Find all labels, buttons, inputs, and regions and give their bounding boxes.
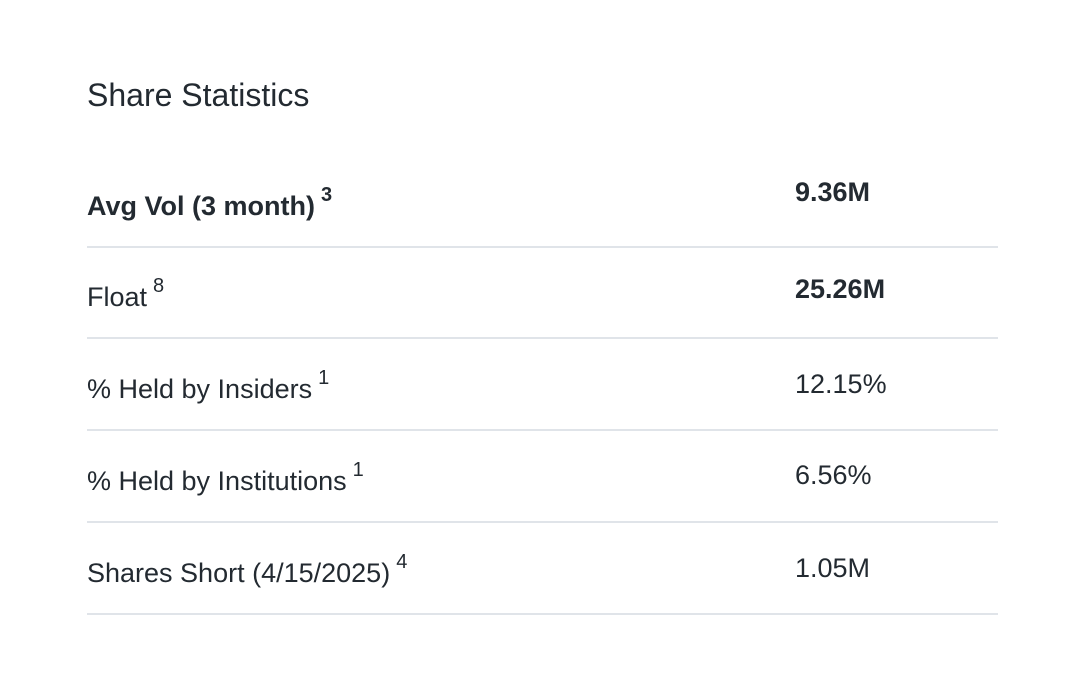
stat-row-avg-vol: Avg Vol (3 month) 3 9.36M (87, 157, 998, 248)
footnote-marker[interactable]: 4 (396, 551, 408, 573)
stat-label: % Held by Insiders 1 (87, 368, 329, 406)
footnote-marker[interactable]: 3 (320, 184, 333, 206)
label-text: % Held by Insiders (87, 374, 313, 404)
label-text: % Held by Institutions (87, 466, 347, 496)
stat-value: 12.15% (795, 369, 887, 399)
label-text: Shares Short (4/15/2025) (87, 558, 391, 588)
stat-value: 6.56% (795, 460, 872, 490)
stat-label: Avg Vol (3 month) 3 (87, 185, 332, 223)
footnote-marker[interactable]: 1 (352, 459, 364, 481)
stat-row-float: Float 8 25.26M (87, 248, 998, 339)
stat-label: Shares Short (4/15/2025) 4 (87, 552, 407, 590)
stat-value: 9.36M (795, 177, 871, 207)
stat-value: 25.26M (795, 274, 886, 304)
label-text: Avg Vol (3 month) (87, 191, 315, 221)
stat-row-shares-short: Shares Short (4/15/2025) 4 1.05M (87, 524, 998, 615)
stat-label: % Held by Institutions 1 (87, 460, 364, 498)
section-title: Share Statistics (87, 77, 310, 113)
stat-value: 1.05M (795, 553, 871, 583)
stat-row-held-insiders: % Held by Insiders 1 12.15% (87, 340, 998, 431)
label-text: Float (87, 282, 148, 312)
footnote-marker[interactable]: 8 (153, 275, 165, 297)
footnote-marker[interactable]: 1 (318, 367, 330, 389)
stat-label: Float 8 (87, 276, 164, 314)
stat-row-held-institutions: % Held by Institutions 1 6.56% (87, 432, 998, 523)
